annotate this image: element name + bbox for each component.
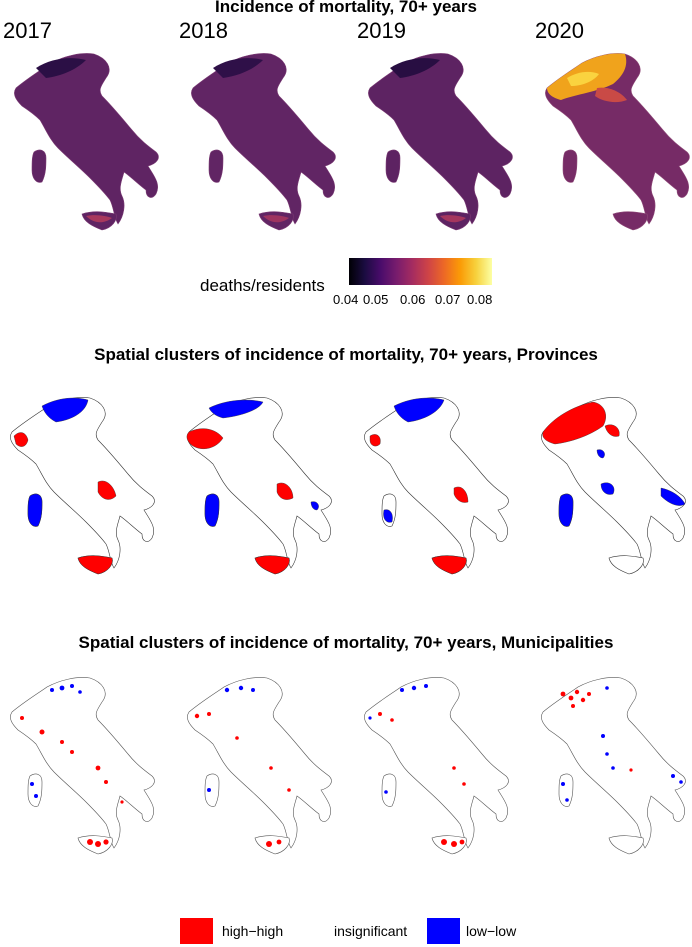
colorbar-tick: 0.04 xyxy=(333,292,359,307)
colorbar-label: deaths/residents xyxy=(200,276,325,295)
year-label-2018: 2018 xyxy=(179,18,228,43)
colorbar xyxy=(349,258,492,285)
year-label-2019: 2019 xyxy=(357,18,406,43)
provinces-cluster-map-2018 xyxy=(186,396,332,575)
provinces-title: Spatial clusters of incidence of mortali… xyxy=(94,345,598,364)
choropleth-map-2017 xyxy=(13,52,159,231)
choropleth-map-2019 xyxy=(367,52,513,231)
colorbar-tick: 0.08 xyxy=(467,292,493,307)
legend-swatch-low-low xyxy=(427,918,460,944)
municipalities-cluster-map-2018 xyxy=(186,676,332,855)
colorbar-tick: 0.07 xyxy=(435,292,461,307)
year-label-2017: 2017 xyxy=(3,18,52,43)
legend-swatch-high-high xyxy=(180,918,213,944)
choropleth-map-2020 xyxy=(544,52,690,231)
provinces-cluster-map-2020 xyxy=(540,396,686,575)
colorbar-tick: 0.05 xyxy=(363,292,389,307)
year-label-2020: 2020 xyxy=(535,18,584,43)
municipalities-cluster-map-2017 xyxy=(9,676,155,855)
legend-label-low-low: low−low xyxy=(466,923,517,939)
municipalities-cluster-map-2020 xyxy=(540,676,686,855)
legend-label-insignificant: insignificant xyxy=(334,923,408,939)
choropleth-map-2018 xyxy=(190,52,336,231)
municipalities-cluster-map-2019 xyxy=(363,676,509,855)
provinces-cluster-map-2019 xyxy=(363,396,509,575)
legend-label-high-high: high−high xyxy=(222,923,284,939)
municipalities-title: Spatial clusters of incidence of mortali… xyxy=(78,633,614,652)
choropleth-title: Incidence of mortality, 70+ years xyxy=(215,0,477,16)
colorbar-tick: 0.06 xyxy=(400,292,426,307)
provinces-cluster-map-2017 xyxy=(9,396,155,575)
